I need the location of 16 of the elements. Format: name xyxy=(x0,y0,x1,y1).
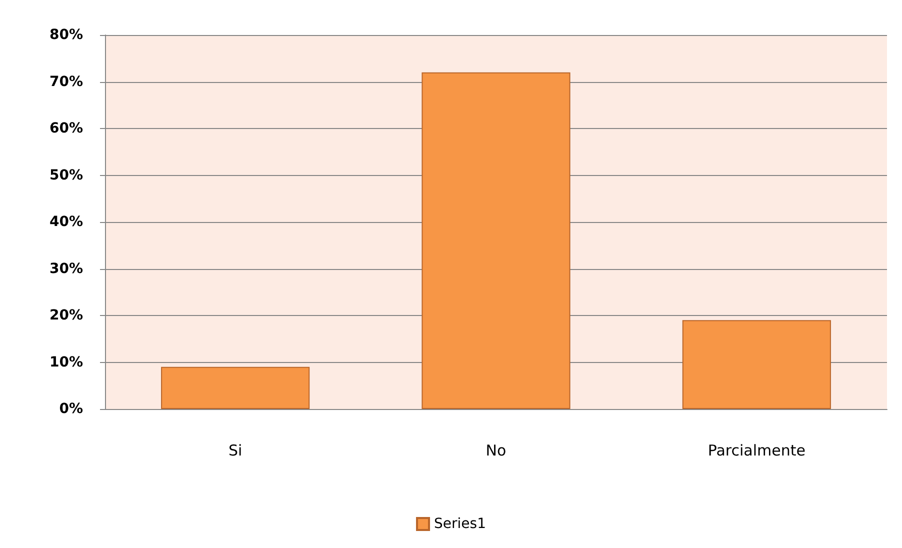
y-tick-label: 30% xyxy=(49,260,83,277)
y-tick-label: 0% xyxy=(59,401,83,417)
y-tick-label: 70% xyxy=(49,74,83,90)
x-tick-label: Si xyxy=(228,442,242,460)
y-tick-label: 10% xyxy=(49,354,83,370)
bar xyxy=(422,72,570,409)
x-tick-label: No xyxy=(486,442,506,460)
y-tick-label: 40% xyxy=(49,214,83,230)
x-tick-label: Parcialmente xyxy=(708,442,806,460)
y-tick-label: 60% xyxy=(49,120,83,136)
y-tick-label: 20% xyxy=(49,308,83,324)
legend-label: Series1 xyxy=(434,516,486,532)
bar xyxy=(682,320,831,409)
bar xyxy=(161,366,310,409)
y-tick-label: 50% xyxy=(49,167,83,184)
y-tick-label: 80% xyxy=(49,27,83,43)
